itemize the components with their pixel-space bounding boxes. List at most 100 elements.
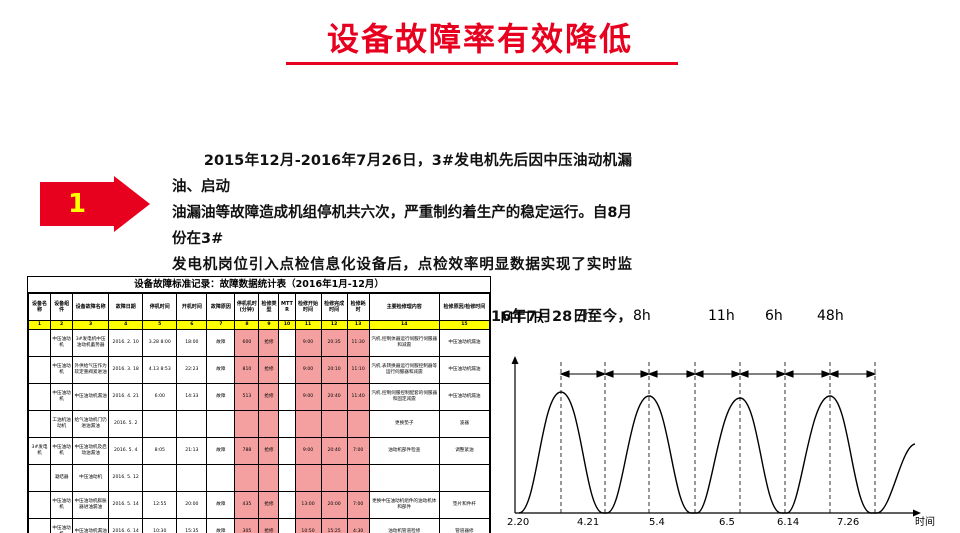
table-cell: 14:33 [176, 383, 208, 411]
table-cell: 中压油动机漏油 [72, 383, 110, 411]
table-cell: 6:00 [142, 383, 178, 411]
table-cell: 更换垫子 [368, 410, 440, 438]
table-header-cell: 故障日期 [108, 293, 144, 321]
table-cell: 11:10 [346, 356, 370, 384]
table-cell: 7:00 [346, 491, 370, 519]
table-cell: 汽机.控制体器运行伺服行伺服器和减震 [368, 329, 440, 357]
table-row: 工油机油动机 给气油动机门仍进油漏油 2016. 5. 2 更换垫子 波器 [28, 410, 490, 438]
table-row: 中压油动机 外供给气压作为软定重阀紧进油 2016. 3. 18 4.13 8:53 2… [28, 356, 490, 384]
table-cell: 7:00 [346, 437, 370, 465]
y-axis-arrow-icon [511, 356, 519, 364]
table-number-cell: 14 [368, 320, 440, 330]
table-cell: 3#发电机中压油动机蓄势器 [72, 329, 110, 357]
badge-number: 1 [67, 189, 87, 219]
table-cell: 11:40 [346, 383, 370, 411]
table-row: 中压油动机 中压油动机漏油 2016. 4. 21 6:00 14:33 故障 513 抢修 9… [28, 383, 490, 411]
table-cell: 810 [234, 356, 260, 384]
table-cell [234, 410, 260, 438]
table-cell: 中压油动机漏油 [72, 518, 110, 533]
table-cell: 2016. 6. 14 [108, 518, 144, 533]
table-cell [320, 464, 348, 492]
table-cell [278, 329, 296, 357]
gap-label-5: 48h [817, 308, 844, 324]
table-number-cell: 2 [50, 320, 74, 330]
table-cell: 中压油动机 [50, 518, 74, 533]
chart-canvas [511, 356, 921, 517]
table-cell [278, 437, 296, 465]
table-cell: 汽机.控制伺服控制配套的伺服器和固定减震 [368, 383, 440, 411]
table-cell: 20:40 [320, 383, 348, 411]
table-header-cell: 设备组件 [50, 293, 74, 321]
table-cell: 油动机部件检查 [368, 437, 440, 465]
x-tick-2: 4.21 [577, 517, 600, 528]
table-cell: 2016. 3. 18 [108, 356, 144, 384]
table-row: 凝结器 中压油动机 2016. 5. 12 [28, 464, 490, 492]
table-cell [346, 464, 370, 492]
table-cell: 故障 [206, 356, 236, 384]
table-cell: 油动机管道检修 [368, 518, 440, 533]
table-cell: 故障 [206, 437, 236, 465]
title-underline [286, 62, 678, 65]
paragraph-line-2: 油漏油等故障造成机组停机共六次，严重制约着生产的稳定运行。自8月份在3# [172, 205, 632, 247]
table-cell: 20:40 [320, 437, 348, 465]
gap-label-2: 8h [633, 308, 651, 324]
table-cell [28, 491, 52, 519]
table-cell: 10:30 [142, 518, 178, 533]
table-cell: 2016. 5. 12 [108, 464, 144, 492]
table-cell [294, 464, 322, 492]
table-cell: 3#发电机 [28, 437, 52, 465]
table-cell [28, 518, 52, 533]
table-number-cell: 6 [176, 320, 208, 330]
table-number-cell: 5 [142, 320, 178, 330]
table-number-cell: 9 [258, 320, 280, 330]
table-cell: 2016. 5. 2 [108, 410, 144, 438]
table-cell: 给气油动机门仍进油漏油 [72, 410, 110, 438]
table-cell: 20:10 [320, 356, 348, 384]
table-cell [368, 464, 440, 492]
table-header-cell: 开机时间 [176, 293, 208, 321]
table-cell: 305 [234, 518, 260, 533]
table-cell: 故障 [206, 491, 236, 519]
table-header-cell: 故障原因 [206, 293, 236, 321]
table-cell: 18:00 [176, 329, 208, 357]
table-cell: 中压油动机 [50, 383, 74, 411]
table-cell: 2016. 5. 4 [108, 437, 144, 465]
arrow-head-icon [114, 176, 150, 232]
table-cell: 工油机油动机 [50, 410, 74, 438]
table-cell: 9:00 [294, 329, 322, 357]
table-cell: 中压油动机及启动油漏油 [72, 437, 110, 465]
table-number-cell: 4 [108, 320, 144, 330]
table-cell [258, 410, 280, 438]
table-cell [278, 518, 296, 533]
table-cell: 9:00 [294, 356, 322, 384]
table-cell: 21:13 [176, 437, 208, 465]
table-caption: 设备故障标准记录：故障数据统计表（2016年1月-12月） [28, 277, 490, 293]
x-axis-label: 时间 [915, 517, 935, 528]
table-header-cell: 设备故障名称 [72, 293, 110, 321]
x-tick-6: 7.26 [837, 517, 860, 528]
table-header-cell: 检修类型 [258, 293, 280, 321]
table-cell [258, 464, 280, 492]
table-header-cell: 主要检修理内容 [368, 293, 440, 321]
table-cell: 20:00 [176, 491, 208, 519]
table-row: 中压油动机 3#发电机中压油动机蓄势器 2016. 2. 10 3.28 8:00 18… [28, 329, 490, 357]
table-cell: 调整紧油 [438, 437, 490, 465]
table-number-row: 1 2 3 4 5 6 7 8 9 10 11 12 13 14 15 [28, 320, 490, 330]
table-cell [28, 329, 52, 357]
table-header-cell: 检修开始时间 [294, 293, 322, 321]
paragraph-line-1: 2015年12月-2016年7月26日，3#发电机先后因中压油动机漏油、启动 [172, 153, 632, 195]
table-cell: 435 [234, 491, 260, 519]
table-cell: 中压油动机 [50, 356, 74, 384]
table-cell: 3.28 8:00 [142, 329, 178, 357]
table-cell: 抢修 [258, 518, 280, 533]
x-tick-3: 5.4 [649, 517, 665, 528]
table-cell: 外供给气压作为软定重阀紧进油 [72, 356, 110, 384]
table-cell: 更换中压油动机组件的油动机体和部件 [368, 491, 440, 519]
table-cell: 12:55 [142, 491, 178, 519]
table-cell [28, 383, 52, 411]
table-number-cell: 7 [206, 320, 236, 330]
gap-label-3: 11h [708, 308, 735, 324]
table-cell: 中压油动机膨胀器进油漏油 [72, 491, 110, 519]
